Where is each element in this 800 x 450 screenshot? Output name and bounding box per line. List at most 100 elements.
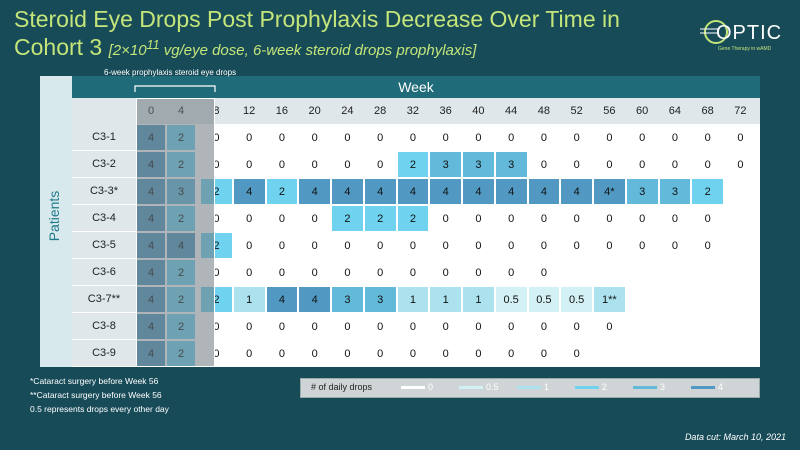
cell: 0 xyxy=(331,340,364,367)
cell: 0 xyxy=(232,205,266,232)
week-label: 32 xyxy=(406,105,419,117)
cell: 2 xyxy=(396,205,430,232)
cell: 0 xyxy=(265,313,299,340)
title: Cohort 3 xyxy=(14,34,103,60)
cell: 0 xyxy=(691,205,724,232)
cell: 0 xyxy=(331,232,364,259)
cell: 0 xyxy=(625,232,659,259)
cell: 0 xyxy=(429,205,462,232)
cell: 0 xyxy=(298,232,331,259)
cell: 0 xyxy=(494,259,528,286)
cell: 0 xyxy=(527,259,561,286)
cell: 0 xyxy=(265,232,299,259)
cell: 0 xyxy=(429,313,462,340)
row-label: C3-9 xyxy=(72,340,136,367)
prophylaxis-shade xyxy=(136,98,215,367)
cell: 0 xyxy=(494,232,528,259)
cell: 1** xyxy=(593,286,626,313)
label-col-bg xyxy=(72,124,136,367)
week-label: 64 xyxy=(668,105,681,117)
cell: 0 xyxy=(232,340,266,367)
week-label: 60 xyxy=(636,105,649,117)
cell: 0 xyxy=(331,124,364,151)
week-label: 28 xyxy=(374,105,387,117)
cell: 0 xyxy=(724,124,757,151)
cell: 0 xyxy=(265,151,299,178)
exponent: 11 xyxy=(146,38,160,52)
cell: 0 xyxy=(331,313,364,340)
logo-text: OPTIC xyxy=(716,22,783,44)
cell: 0 xyxy=(560,313,593,340)
cell: 0 xyxy=(658,151,692,178)
cell: 0 xyxy=(232,151,266,178)
cell: 0 xyxy=(298,205,331,232)
cell: 3 xyxy=(363,286,397,313)
cell: 0 xyxy=(462,205,495,232)
legend-label: 0.5 xyxy=(486,382,499,392)
cell: 0 xyxy=(232,232,266,259)
cell: 0 xyxy=(396,232,430,259)
cell: 4 xyxy=(363,178,397,205)
cell: 0 xyxy=(593,313,626,340)
cell: 0 xyxy=(462,340,495,367)
week-label: 68 xyxy=(701,105,714,117)
cell: 4 xyxy=(396,178,430,205)
cell: 0 xyxy=(429,124,462,151)
footnote: *Cataract surgery before Week 56 xyxy=(30,376,159,386)
cell: 2 xyxy=(331,205,364,232)
cell: 0 xyxy=(363,151,397,178)
cell: 4 xyxy=(494,178,528,205)
cell: 4 xyxy=(331,178,364,205)
cell: 0 xyxy=(560,232,593,259)
cell: 0 xyxy=(527,313,561,340)
cell: 0 xyxy=(462,124,495,151)
week-label: 44 xyxy=(505,105,518,117)
cell: 0 xyxy=(691,124,724,151)
cell: 4 xyxy=(298,286,331,313)
week-label: 24 xyxy=(341,105,354,117)
cell: 2 xyxy=(363,205,397,232)
cell: 0 xyxy=(593,124,626,151)
week-label: 8 xyxy=(213,105,220,117)
cell: 0 xyxy=(396,124,430,151)
legend-swatch xyxy=(633,386,657,389)
logo-tagline: Gene Therapy in wAMD xyxy=(718,46,772,52)
cell: 0 xyxy=(265,205,299,232)
cell: 4 xyxy=(527,178,561,205)
cell: 2 xyxy=(396,151,430,178)
logo-icon xyxy=(700,20,728,44)
legend-label: 3 xyxy=(660,382,666,392)
cell: 0 xyxy=(494,205,528,232)
cell: 0 xyxy=(527,124,561,151)
cell: 0 xyxy=(625,205,659,232)
title: Steroid Eye Drops Post Prophylaxis Decre… xyxy=(14,6,620,32)
cell: 0 xyxy=(363,232,397,259)
cell: 0 xyxy=(298,340,331,367)
subtitle: vg/eye dose, 6-week steroid drops prophy… xyxy=(159,42,477,59)
cell: 0 xyxy=(527,151,561,178)
cell: 0 xyxy=(658,124,692,151)
week-label: 16 xyxy=(275,105,288,117)
column-header: Week xyxy=(72,76,760,98)
week-label: 72 xyxy=(734,105,747,117)
week-label: 56 xyxy=(603,105,616,117)
cell: 0 xyxy=(560,124,593,151)
cell: 1 xyxy=(232,286,266,313)
legend-label: 0 xyxy=(428,382,434,392)
cell: 0 xyxy=(331,151,364,178)
row-label: C3-1 xyxy=(72,124,136,151)
legend-swatch xyxy=(575,386,599,389)
data-cut: Data cut: March 10, 2021 xyxy=(684,432,786,442)
cell: 2 xyxy=(265,178,299,205)
table: WeekPatients0481216202428323640444852566… xyxy=(40,76,760,367)
cell: 0 xyxy=(724,151,757,178)
cell: 0 xyxy=(429,340,462,367)
cell: 0 xyxy=(298,313,331,340)
cell: 4 xyxy=(232,178,266,205)
cell: 0 xyxy=(298,259,331,286)
cell: 0.5 xyxy=(494,286,528,313)
cell: 0 xyxy=(658,205,692,232)
legend-title: # of daily drops xyxy=(311,382,373,392)
cell: 4* xyxy=(593,178,626,205)
row-label: C3-8 xyxy=(72,313,136,340)
